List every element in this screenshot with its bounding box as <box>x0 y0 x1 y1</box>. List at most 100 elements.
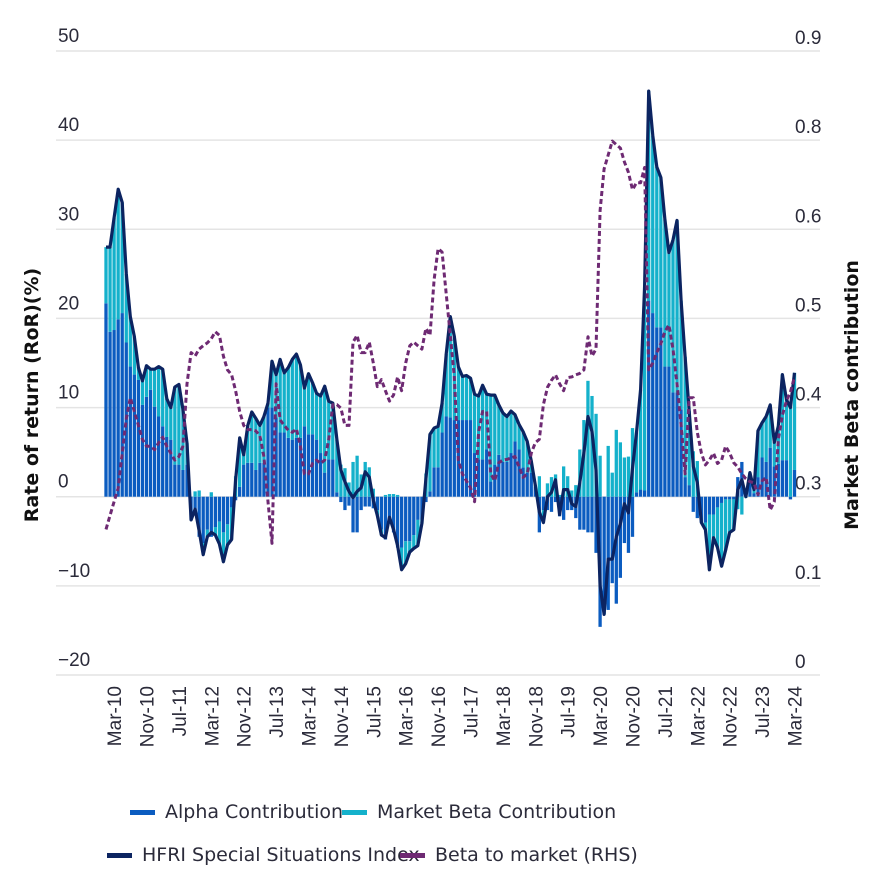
bar-market-beta-contributiondec-23 <box>780 374 784 461</box>
y-axis-title: Rate of return (RoR)(%) <box>21 268 43 522</box>
bar-market-beta-contributionjun-23 <box>756 430 760 478</box>
bar-market-beta-contributionmar-14 <box>306 373 311 435</box>
bar-alpha-contributionapr-10 <box>116 319 120 497</box>
x-axis-ticks: Mar-10 Nov-10 Jul-11 Mar-12 Nov-12 Jul-13 Mar-… <box>105 686 806 748</box>
bar-alpha-contributionjul-21 <box>663 366 667 497</box>
x-tick-label: Jul-21 <box>656 686 677 738</box>
bar-market-beta-contributionjul-13 <box>274 374 278 418</box>
bar-alpha-contributionsep-22 <box>719 496 724 503</box>
bar-alpha-contributionoct-12 <box>238 486 242 497</box>
bar-alpha-contributionjan-24 <box>784 460 789 497</box>
bar-alpha-contributiondec-15 <box>391 496 396 533</box>
y-tick-label: −20 <box>58 650 90 671</box>
bar-market-beta-contributionjan-18 <box>493 395 497 465</box>
bar-market-beta-contributionsep-19 <box>574 485 578 497</box>
bar-market-beta-contributionjan-21 <box>638 389 643 490</box>
bar-market-beta-contributionjan-24 <box>784 399 789 461</box>
bar-alpha-contributionaug-17 <box>472 453 477 497</box>
bar-market-beta-contributionaug-18 <box>521 431 525 468</box>
bar-alpha-contributionfeb-12 <box>205 496 209 530</box>
bar-market-beta-contributionsep-16 <box>428 434 432 492</box>
y2-tick-label: 0.4 <box>795 385 822 406</box>
bar-market-beta-contributionfeb-17 <box>448 316 452 418</box>
bar-market-beta-contributionjun-20 <box>610 472 614 497</box>
bar-alpha-contributionoct-13 <box>286 437 290 497</box>
bar-market-beta-contributionsep-20 <box>622 457 627 497</box>
line-hfri-special-situations-index <box>106 89 797 617</box>
bar-market-beta-contributionoct-12 <box>238 437 242 487</box>
legend-item-beta-to-market: Beta to market (RHS) <box>400 844 638 866</box>
bar-alpha-contributionjan-11 <box>152 406 157 497</box>
bar-market-beta-contributionjun-17 <box>464 375 469 421</box>
bar-market-beta-contributionfeb-21 <box>643 286 647 491</box>
x-tick-label: Nov-20 <box>624 686 645 747</box>
bar-market-beta-contributionapr-16 <box>408 541 412 552</box>
bar-market-beta-contributionmar-12 <box>209 492 213 497</box>
bar-market-beta-contributionaug-23 <box>764 416 768 462</box>
bar-market-beta-contributionfeb-14 <box>302 387 307 427</box>
bar-alpha-contributiondec-12 <box>246 462 250 497</box>
bar-alpha-contributionfeb-22 <box>691 496 695 512</box>
bar-alpha-contributionmar-13 <box>258 462 262 497</box>
bar-alpha-contributionsep-14 <box>331 459 335 497</box>
y2-tick-label: 0.9 <box>795 28 821 49</box>
bar-market-beta-contributionjul-19 <box>566 476 570 497</box>
bar-alpha-contributionjun-16 <box>416 496 420 520</box>
bar-alpha-contributionsep-13 <box>282 432 286 497</box>
bar-market-beta-contributiondec-20 <box>634 432 639 493</box>
bar-alpha-contributiondec-23 <box>780 460 784 497</box>
bar-alpha-contributionsep-20 <box>622 496 627 544</box>
x-tick-label: Mar-10 <box>105 686 126 746</box>
bar-alpha-contributionnov-19 <box>582 496 586 530</box>
bar-alpha-contributionmay-14 <box>314 439 319 497</box>
bar-market-beta-contributionmay-19 <box>557 494 562 497</box>
bar-market-beta-contributionsep-23 <box>768 404 772 448</box>
bar-market-beta-contributionnov-13 <box>290 359 294 440</box>
bar-market-beta-contributionsep-13 <box>282 372 286 433</box>
bar-alpha-contributiondec-14 <box>343 496 347 511</box>
bar-market-beta-contributionjun-14 <box>319 395 323 454</box>
bar-market-beta-contributionjun-19 <box>562 466 566 497</box>
bar-alpha-contributionsep-23 <box>768 447 772 497</box>
bar-alpha-contributionmar-14 <box>306 434 311 497</box>
bar-market-beta-contributionmay-23 <box>752 489 756 494</box>
bar-alpha-contributionfeb-24 <box>788 496 793 500</box>
bar-alpha-contributionfeb-16 <box>400 496 404 548</box>
bar-market-beta-contributionjun-22 <box>707 514 712 570</box>
bar-alpha-contributionjan-22 <box>687 485 691 497</box>
bar-alpha-contributionaug-16 <box>424 496 428 503</box>
lines <box>104 89 797 617</box>
x-tick-label: Jul-15 <box>364 686 385 738</box>
bar-alpha-contributionmar-19 <box>549 496 554 512</box>
x-tick-label: Jul-13 <box>267 686 288 738</box>
bar-market-beta-contributionoct-21 <box>675 220 679 393</box>
bar-alpha-contributionmar-24 <box>792 469 797 497</box>
bar-market-beta-contributionmay-10 <box>120 202 124 314</box>
bar-alpha-contributionnov-13 <box>290 439 294 497</box>
x-tick-label: Jul-11 <box>170 686 191 736</box>
bar-alpha-contributiondec-21 <box>683 477 687 497</box>
bar-alpha-contributionoct-14 <box>335 492 339 497</box>
x-tick-label: Nov-14 <box>332 686 353 748</box>
bar-alpha-contributionjan-12 <box>201 496 205 544</box>
bar-alpha-contributionoct-21 <box>675 392 679 497</box>
bar-alpha-contributionnov-21 <box>679 409 683 497</box>
bar-alpha-contributionjan-14 <box>298 437 303 497</box>
bar-market-beta-contributionapr-21 <box>651 135 655 314</box>
bar-market-beta-contributionoct-13 <box>286 367 290 438</box>
bar-alpha-contributionmar-12 <box>209 496 213 537</box>
bar-market-beta-contributionaug-22 <box>715 507 720 548</box>
bar-alpha-contributionjul-22 <box>711 496 716 515</box>
bar-market-beta-contributionjun-16 <box>416 519 420 546</box>
right-axis-ticks: 0.9 0.8 0.6 0.5 0.4 0.3 0.1 0 <box>795 28 822 673</box>
y-tick-label: 0 <box>58 472 69 493</box>
y2-tick-label: 0 <box>795 652 806 673</box>
bar-alpha-contributionaug-10 <box>132 374 136 497</box>
bar-market-beta-contributionmay-18 <box>509 411 513 454</box>
bar-alpha-contributionaug-21 <box>667 366 671 497</box>
bar-alpha-contributionmay-11 <box>169 439 173 497</box>
bar-market-beta-contributionaug-19 <box>570 490 574 497</box>
bar-alpha-contributionaug-12 <box>229 496 234 508</box>
bar-market-beta-contributionjun-21 <box>659 177 663 328</box>
bar-alpha-contributionmay-13 <box>266 407 270 497</box>
